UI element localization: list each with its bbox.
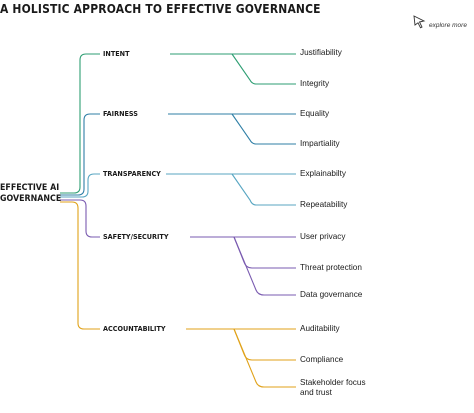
explore-more-label: explore more: [429, 22, 467, 29]
leaf-threat-protection: Threat protection: [300, 263, 362, 272]
leaf-stakeholder-focus: Stakeholder focus and trust: [300, 378, 366, 397]
branch-accountability-lines: [60, 201, 296, 388]
leaf-justifiability: Justifiability: [300, 48, 342, 57]
root-node: EFFECTIVE AI GOVERNANCE: [0, 183, 61, 205]
category-safety-security: SAFETY/SECURITY: [103, 232, 169, 241]
cursor-arrow-icon: [413, 15, 426, 29]
leaf-user-privacy: User privacy: [300, 232, 346, 241]
branch-transparency-lines: [60, 173, 296, 206]
page-title: A HOLISTIC APPROACH TO EFFECTIVE GOVERNA…: [0, 1, 321, 16]
leaf-data-governance: Data governance: [300, 290, 363, 299]
branch-safety-lines: [60, 199, 296, 296]
category-transparency: TRANSPARENCY: [103, 169, 161, 178]
leaf-explainability: Explainabilty: [300, 169, 346, 178]
explore-more-link[interactable]: explore more: [412, 14, 472, 34]
leaf-repeatability: Repeatability: [300, 200, 348, 209]
root-label-line2: GOVERNANCE: [0, 194, 62, 204]
category-intent: INTENT: [103, 49, 130, 58]
category-accountability: ACCOUNTABILITY: [103, 324, 166, 333]
leaf-compliance: Compliance: [300, 355, 344, 364]
category-fairness: FAIRNESS: [103, 109, 138, 118]
leaf-integrity: Integrity: [300, 79, 330, 88]
leaf-impartiality: Impartiality: [300, 139, 340, 148]
branch-fairness-lines: [60, 113, 296, 196]
leaf-auditability: Auditability: [300, 324, 340, 333]
leaf-equality: Equality: [300, 109, 330, 118]
root-label-line1: EFFECTIVE AI: [0, 183, 60, 193]
branch-intent-lines: [60, 53, 296, 194]
